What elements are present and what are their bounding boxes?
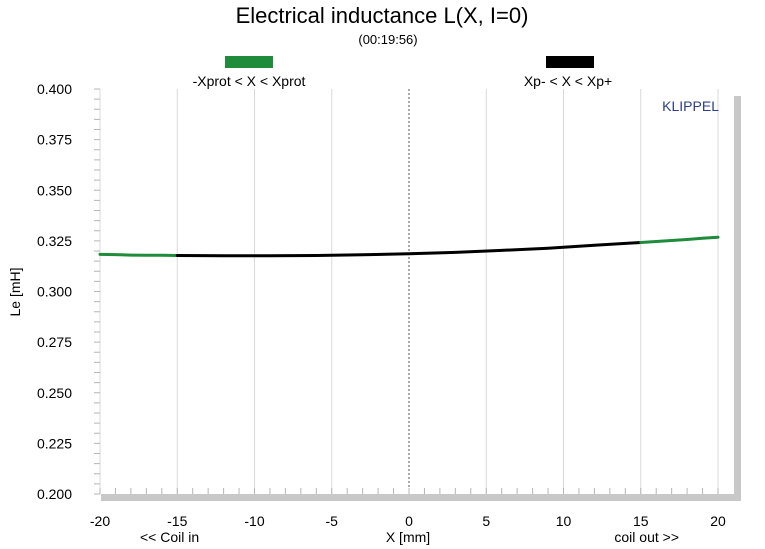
x-tick-label: 5 <box>482 513 490 529</box>
x-tick-label: 10 <box>556 513 572 529</box>
legend: -Xprot < X < Xprot Xp- < X < Xp+ <box>193 56 612 89</box>
legend-label-green: -Xprot < X < Xprot <box>193 73 306 89</box>
legend-swatch-green <box>225 56 273 68</box>
chart-title: Electrical inductance L(X, I=0) <box>236 3 529 28</box>
y-axis-label: Le [mH] <box>7 267 23 316</box>
x-tick-labels: -20 -15 -10 -5 0 5 10 15 20 <box>90 513 726 529</box>
y-tick-labels: 0.200 0.225 0.250 0.275 0.300 0.325 0.35… <box>37 81 72 502</box>
x-right-note: coil out >> <box>614 529 679 545</box>
y-tick-label: 0.375 <box>37 132 72 148</box>
y-tick-label: 0.325 <box>37 233 72 249</box>
chart-subtitle: (00:19:56) <box>358 32 417 47</box>
series-line-0 <box>98 252 179 257</box>
klippel-logo-text: KLIPPEL <box>662 98 719 114</box>
x-tick-label: 0 <box>405 513 413 529</box>
y-tick-label: 0.350 <box>37 182 72 198</box>
series-line-2 <box>639 235 720 244</box>
grid <box>99 89 719 494</box>
y-tick-label: 0.200 <box>37 486 72 502</box>
x-tick-label: 15 <box>633 513 649 529</box>
series-layer <box>98 235 720 258</box>
series-line-1 <box>175 241 643 258</box>
minor-ticks <box>94 88 719 495</box>
y-tick-label: 0.250 <box>37 385 72 401</box>
y-tick-label: 0.275 <box>37 334 72 350</box>
x-tick-label: -10 <box>244 513 264 529</box>
legend-label-black: Xp- < X < Xp+ <box>524 73 612 89</box>
y-tick-label: 0.400 <box>37 81 72 97</box>
x-tick-label: -5 <box>326 513 339 529</box>
x-left-note: << Coil in <box>140 529 199 545</box>
plot-area <box>94 89 734 494</box>
x-tick-label: 20 <box>710 513 726 529</box>
x-axis-label: X [mm] <box>386 529 430 545</box>
legend-swatch-black <box>546 56 594 68</box>
x-tick-label: -20 <box>90 513 110 529</box>
y-tick-label: 0.300 <box>37 284 72 300</box>
x-tick-label: -15 <box>167 513 187 529</box>
y-tick-label: 0.225 <box>37 435 72 451</box>
